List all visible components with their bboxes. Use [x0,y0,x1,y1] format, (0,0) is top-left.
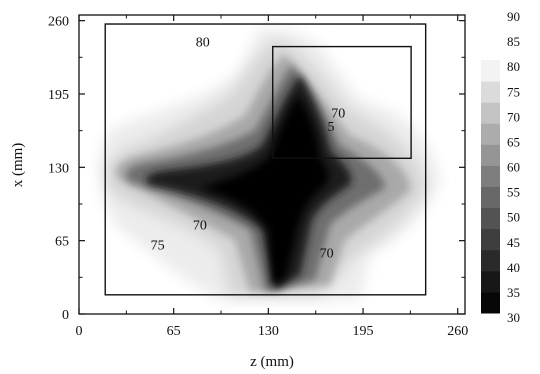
colorbar-band [481,249,500,272]
y-tick-label: 260 [48,15,69,30]
contour-label: 5 [327,120,334,135]
colorbar-band [481,81,500,103]
x-tick-label: 130 [258,324,279,339]
colorbar-band [481,144,500,166]
colorbar-label: 50 [507,210,520,225]
colorbar-band [481,228,500,251]
colorbar-band [481,123,500,145]
colorbar-label: 60 [507,160,520,175]
y-tick-label: 0 [62,308,69,323]
colorbar-label: 75 [507,84,520,99]
x-axis-title: z (mm) [250,354,294,370]
plot-frame [78,14,466,315]
x-tick-label: 0 [76,324,83,339]
colorbar-label: 80 [507,59,520,74]
x-axis-ticks: 0 65 130 195 260 [76,15,468,339]
heatmap-field [79,15,465,314]
colorbar-band [481,60,500,82]
colorbar-label: 35 [507,285,520,300]
contour-label: 70 [331,107,345,122]
colorbar-label: 45 [507,235,520,250]
colorbar-band [481,291,500,314]
contour-label: 75 [151,239,165,254]
colorbar-band [481,207,500,230]
y-tick-label: 195 [48,88,69,103]
colorbar-label: 55 [507,185,520,200]
y-tick-label: 130 [48,161,69,176]
contour-label: 70 [193,218,207,233]
colorbar-band [481,165,500,187]
colorbar-label: 65 [507,134,520,149]
colorbar-band [481,186,500,209]
colorbar-label: 90 [507,9,520,24]
x-tick-label: 65 [167,324,181,339]
contour-label: 80 [196,36,210,51]
colorbar-label: 30 [507,310,520,325]
inner-region-rectangle [272,45,412,159]
contour-label: 70 [320,247,334,262]
field-core-deep [200,95,329,285]
x-tick-label: 260 [447,324,468,339]
colorbar-band [481,102,500,124]
y-axis-title: x (mm) [10,143,26,188]
colorbar-band [481,270,500,293]
colorbar-label: 40 [507,260,520,275]
colorbar: 90 85 80 75 70 65 60 55 50 45 40 35 30 [481,9,520,325]
colorbar-label: 70 [507,109,520,124]
outer-region-rectangle [104,23,427,296]
x-tick-label: 195 [353,324,374,339]
y-tick-label: 65 [55,235,69,250]
colorbar-label: 85 [507,34,520,49]
y-axis-ticks: 0 65 130 195 260 [48,15,465,323]
